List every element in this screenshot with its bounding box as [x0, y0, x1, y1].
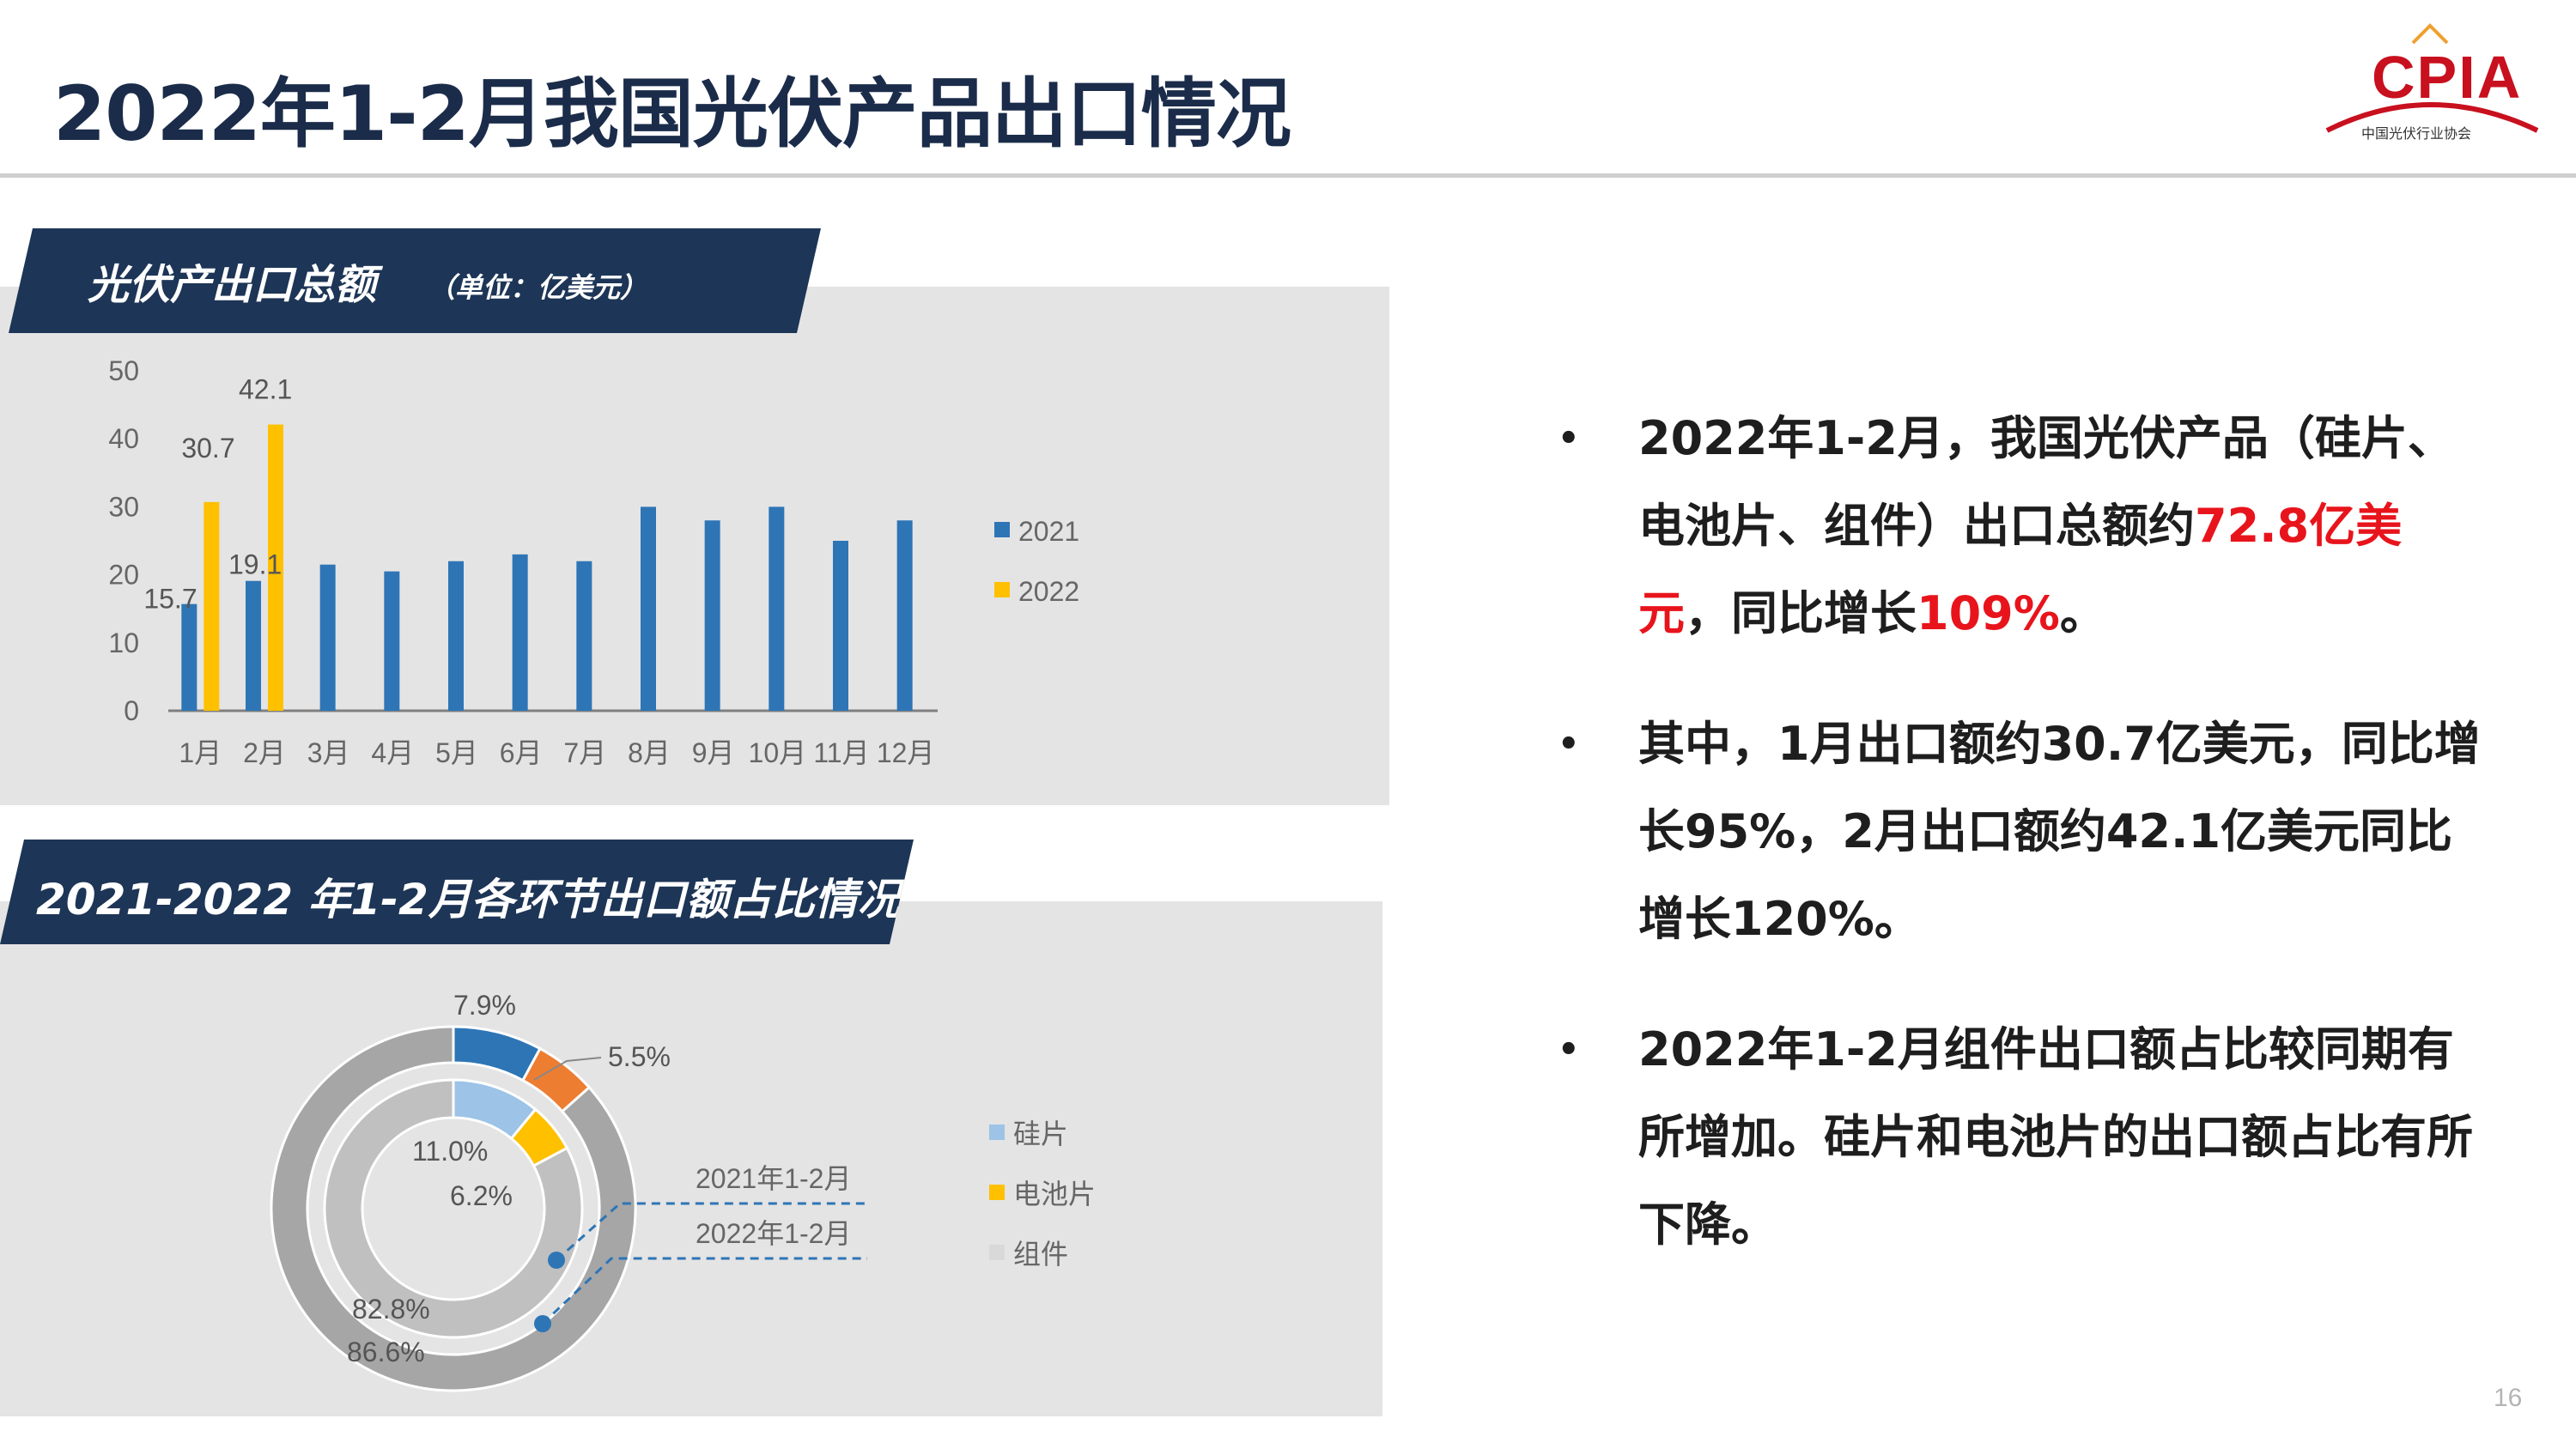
x-tick-label: 3月	[307, 737, 350, 768]
bullet-text: 2022年1-2月组件出口额占比较同期有所增加。硅片和电池片的出口额占比有所下降…	[1638, 1022, 2473, 1252]
y-tick-label: 30	[108, 491, 139, 522]
y-tick-label: 10	[108, 627, 139, 658]
callout-line	[541, 1257, 867, 1325]
export-bar-chart: 0 10 20 30 40 50 1月 2月 3月 4月 5月 6月 7月 8月 9月 10月 11月 12月 15…	[108, 355, 1079, 768]
data-label: 15.7	[143, 584, 197, 615]
share-panel	[0, 901, 1382, 1416]
x-tick-label: 12月	[877, 737, 935, 768]
share-donut-chart: 11.0% 6.2% 82.8% 7.9% 5.5% 86.6% 2021年1-2月 2022…	[270, 990, 1096, 1392]
logo-text: CPIA	[2372, 44, 2523, 111]
x-tick-label: 10月	[749, 737, 807, 768]
callout-dot	[548, 1252, 565, 1269]
legend-swatch	[994, 522, 1010, 537]
highlight-text: 72.8亿美元	[1638, 499, 2403, 640]
bar-2021	[512, 554, 528, 711]
legend-swatch	[994, 582, 1010, 597]
bar-2021	[319, 564, 336, 711]
highlight-text: 109%	[1917, 586, 2060, 640]
donut-value-label: 6.2%	[450, 1180, 513, 1211]
export-total-banner-unit: （单位：亿美元）	[428, 271, 648, 304]
donut-slice	[323, 1078, 584, 1339]
donut-slice	[270, 1025, 637, 1392]
legend-label: 2021	[1018, 516, 1079, 547]
title-divider	[0, 173, 2576, 178]
y-tick-label: 20	[108, 560, 139, 591]
x-tick-label: 9月	[692, 737, 735, 768]
bullet-text: 其中，1月出口额约30.7亿美元，同比增长95%，2月出口额约42.1亿美元同比…	[1638, 717, 2481, 946]
bar-2021	[246, 580, 261, 711]
bullet-dot-icon: •	[1558, 724, 1580, 764]
bullet-text: ，同比增长	[1685, 586, 1917, 640]
bullet-text: 。	[2059, 586, 2106, 640]
donut-value-label: 5.5%	[608, 1041, 671, 1072]
data-label: 30.7	[181, 433, 234, 464]
legend-swatch	[989, 1245, 1005, 1260]
bar-2021	[448, 561, 464, 711]
legend-label: 硅片	[1013, 1119, 1068, 1149]
bar-2021	[384, 571, 400, 711]
bullet-dot-icon: •	[1558, 1030, 1580, 1070]
donut-value-label: 7.9%	[453, 990, 516, 1021]
bar-2021	[769, 506, 785, 711]
x-tick-label: 4月	[371, 737, 414, 768]
legend-swatch	[989, 1125, 1005, 1140]
bar-2021	[181, 603, 197, 711]
logo-subtitle: 中国光伏行业协会	[2361, 125, 2472, 142]
bullet-item: • 2022年1-2月组件出口额占比较同期有所增加。硅片和电池片的出口额占比有所下…	[1546, 1006, 2490, 1269]
x-tick-label: 2月	[243, 737, 286, 768]
bar-2021	[833, 541, 848, 711]
y-tick-label: 40	[108, 423, 139, 454]
ring-label: 2022年1-2月	[696, 1218, 851, 1249]
summary-bullets: • 2022年1-2月，我国光伏产品（硅片、电池片、组件）出口总额约72.8亿美元…	[1546, 395, 2490, 1312]
bar-2021	[896, 520, 913, 711]
callout-line	[556, 1202, 867, 1262]
y-tick-label: 50	[108, 355, 139, 386]
bar-2021	[641, 506, 656, 711]
donut-value-label: 86.6%	[347, 1337, 425, 1367]
bullet-text: 2022年1-2月，我国光伏产品（硅片、电池片、组件）出口总额约	[1638, 411, 2454, 553]
data-label: 19.1	[228, 549, 282, 580]
callout-dot	[534, 1315, 551, 1332]
share-banner: 2021-2022 年1-2月各环节出口额占比情况	[0, 840, 914, 944]
export-total-banner-title: 光伏产出口总额	[88, 261, 377, 309]
legend-swatch	[989, 1185, 1005, 1200]
leader-line	[533, 1057, 602, 1081]
y-tick-label: 0	[124, 695, 139, 726]
donut-value-label: 11.0%	[412, 1136, 488, 1167]
x-tick-label: 5月	[435, 737, 478, 768]
x-tick-label: 11月	[813, 737, 869, 768]
legend-label: 组件	[1013, 1239, 1068, 1270]
bullet-item: • 其中，1月出口额约30.7亿美元，同比增长95%，2月出口额约42.1亿美元同…	[1546, 700, 2490, 963]
page-number: 16	[2494, 1384, 2523, 1412]
bullet-item: • 2022年1-2月，我国光伏产品（硅片、电池片、组件）出口总额约72.8亿美元…	[1546, 395, 2490, 658]
bar-2022	[204, 501, 220, 711]
legend-label: 2022	[1018, 576, 1079, 607]
data-label: 42.1	[239, 374, 292, 405]
ring-label: 2021年1-2月	[696, 1163, 851, 1194]
share-banner-title: 2021-2022 年1-2月各环节出口额占比情况	[36, 875, 901, 925]
bar-2021	[704, 520, 720, 711]
cpia-logo: CPIA 中国光伏行业协会	[2310, 19, 2550, 156]
legend-label: 电池片	[1013, 1179, 1096, 1210]
bullet-dot-icon: •	[1558, 419, 1580, 458]
x-tick-label: 6月	[500, 737, 543, 768]
x-tick-label: 1月	[179, 737, 222, 768]
export-total-banner: 光伏产出口总额 （单位：亿美元）	[9, 228, 821, 333]
bar-2022	[268, 424, 283, 711]
page-title: 2022年1-2月我国光伏产品出口情况	[53, 70, 1291, 158]
x-tick-label: 8月	[628, 737, 671, 768]
bar-2021	[576, 561, 592, 711]
x-tick-label: 7月	[563, 737, 606, 768]
logo-emblem-icon	[2325, 23, 2539, 133]
export-total-panel	[0, 287, 1389, 805]
donut-value-label: 82.8%	[352, 1294, 430, 1325]
